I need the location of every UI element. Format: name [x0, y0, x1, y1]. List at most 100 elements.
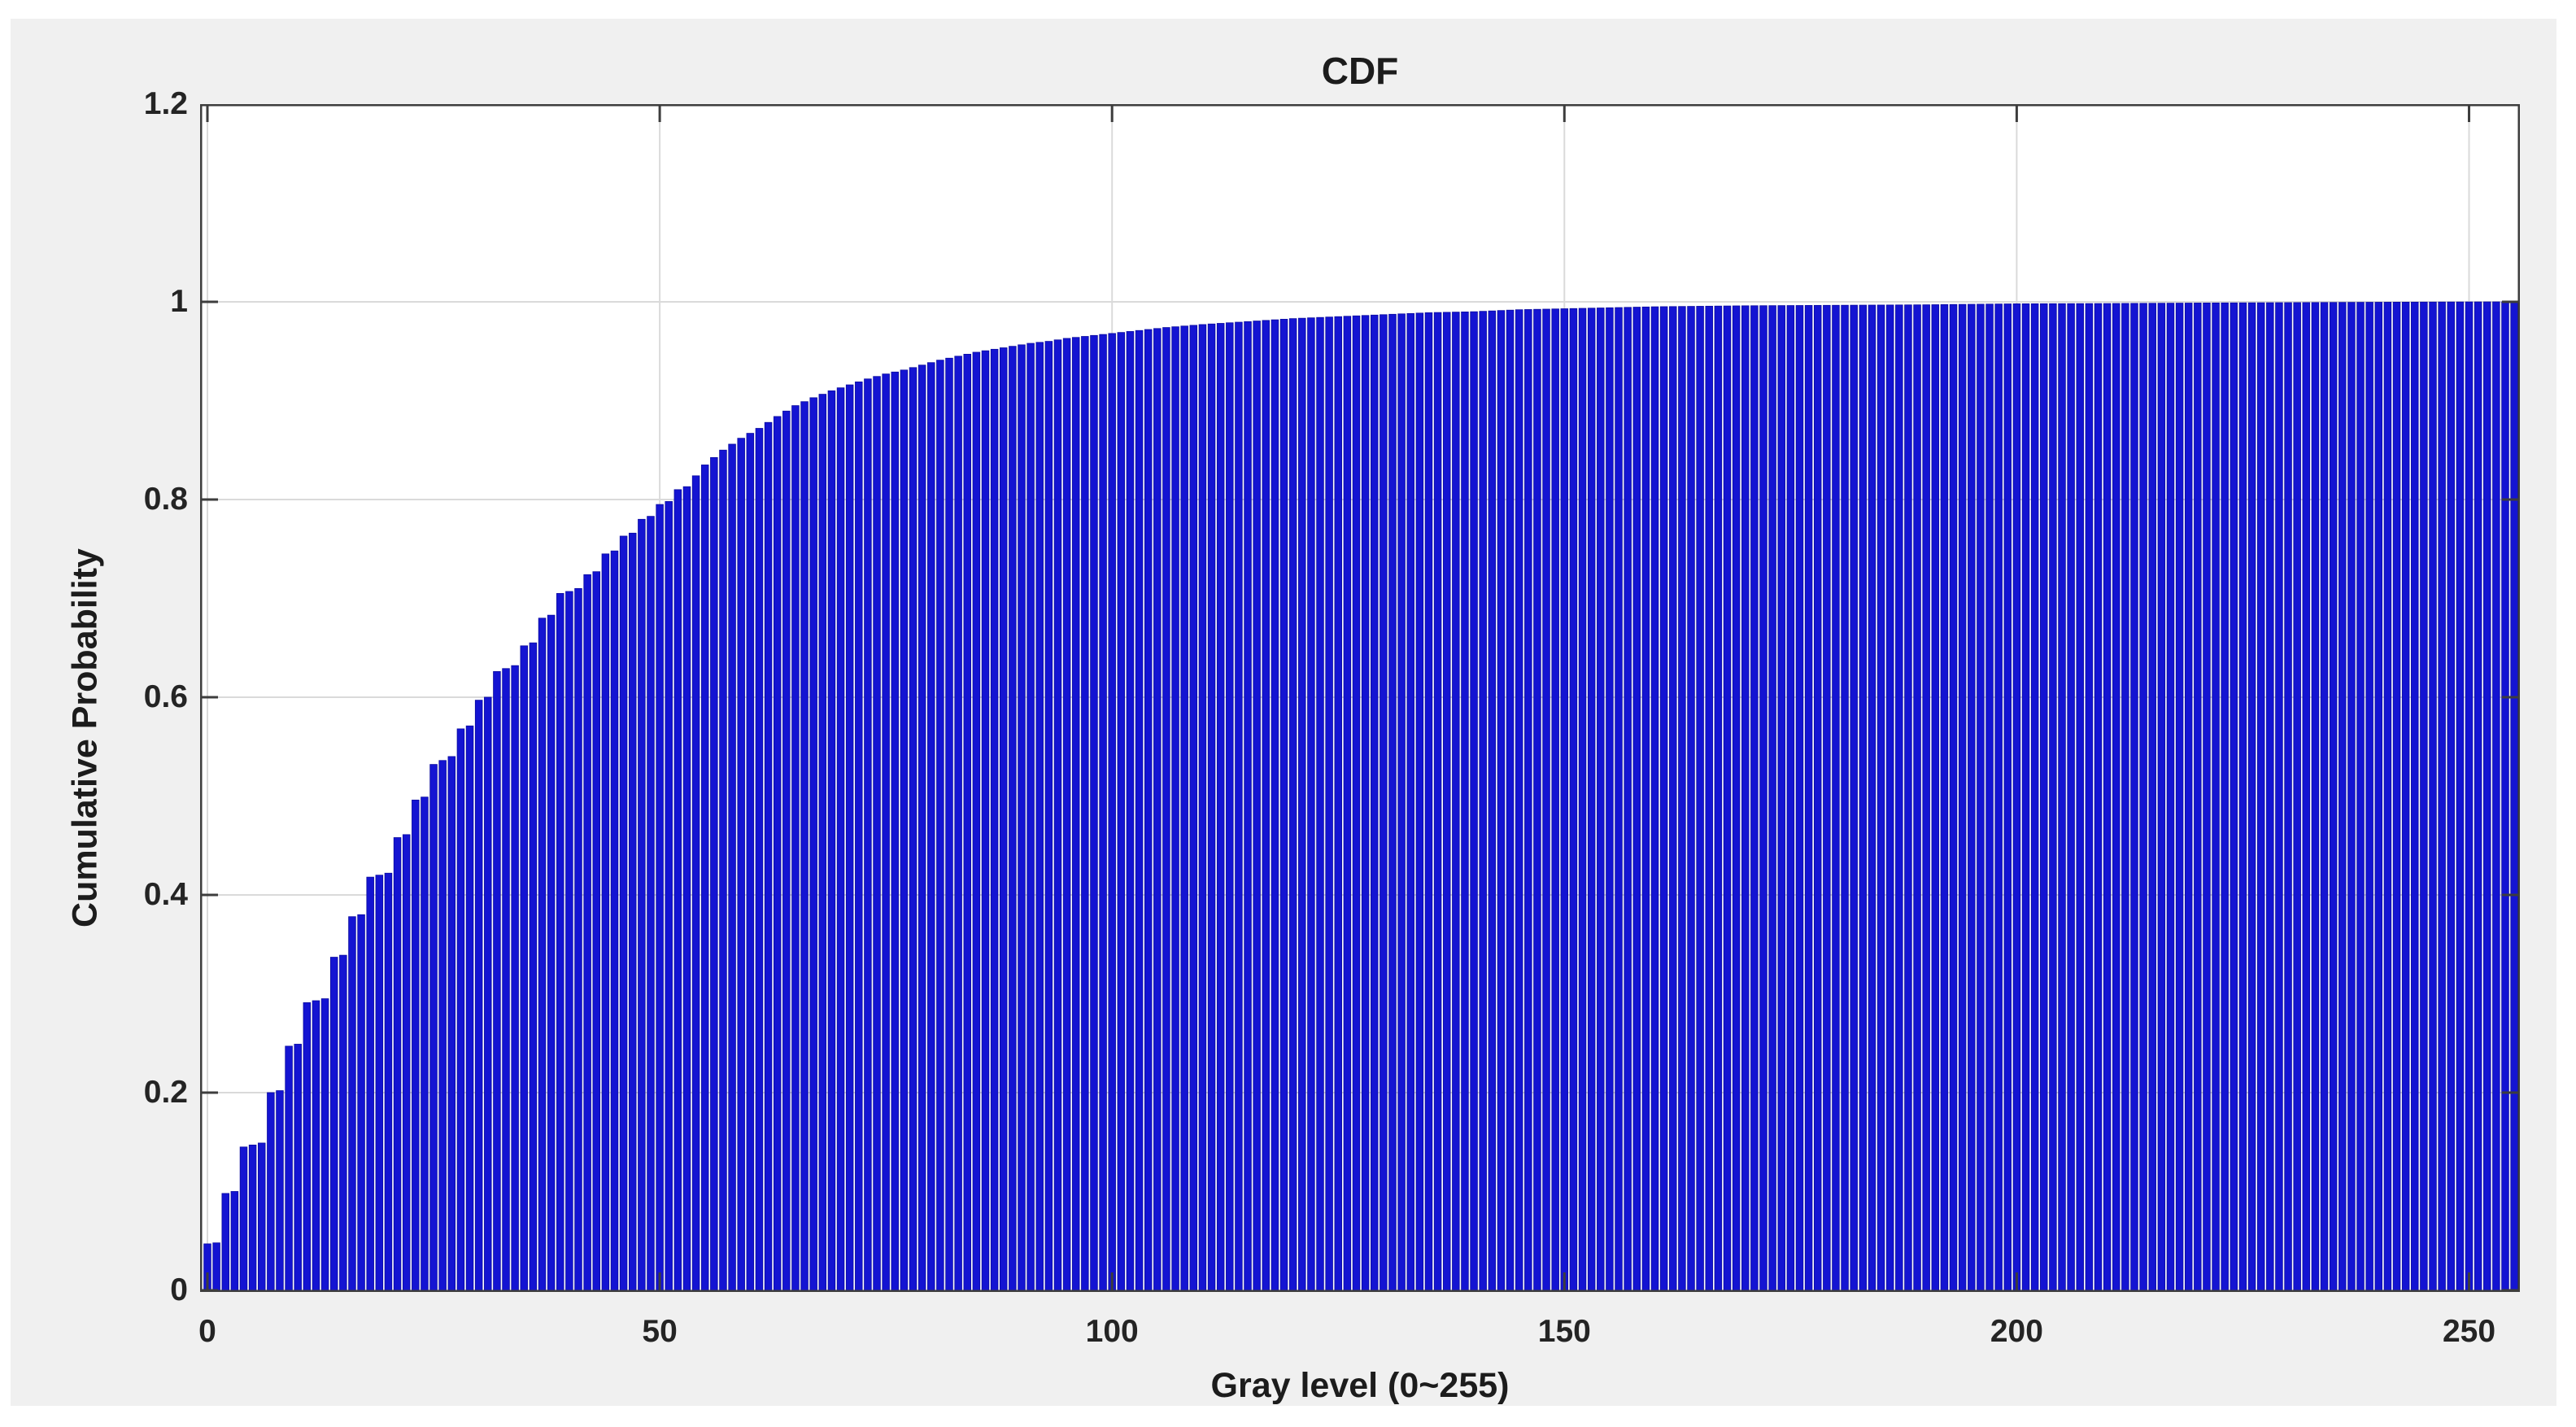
- cdf-bar: [1524, 309, 1532, 1291]
- cdf-bar: [2175, 303, 2184, 1291]
- cdf-bar: [1352, 315, 1361, 1291]
- cdf-bar: [1108, 333, 1116, 1291]
- cdf-bar: [384, 872, 393, 1291]
- cdf-bar: [1262, 320, 1271, 1291]
- cdf-bar: [1850, 304, 1858, 1291]
- cdf-bar: [1515, 309, 1523, 1291]
- cdf-bar: [1533, 308, 1541, 1291]
- cdf-bar: [393, 837, 402, 1291]
- cdf-bar: [2383, 302, 2392, 1291]
- cdf-bar: [809, 397, 817, 1291]
- cdf-bar: [1244, 321, 1252, 1291]
- cdf-bar: [1641, 306, 1650, 1291]
- cdf-bar: [1279, 318, 1288, 1291]
- cdf-bar: [791, 405, 800, 1291]
- cdf-bar: [1144, 329, 1153, 1291]
- cdf-bar: [673, 489, 682, 1291]
- cdf-bar: [656, 504, 664, 1291]
- cdf-bar: [329, 957, 338, 1291]
- cdf-bar: [438, 760, 447, 1291]
- cdf-bar: [873, 376, 881, 1291]
- cdf-bar: [864, 378, 872, 1291]
- cdf-bar: [592, 571, 600, 1291]
- cdf-bar: [1433, 312, 1442, 1291]
- cdf-bar: [601, 553, 610, 1291]
- cdf-bar: [456, 728, 465, 1291]
- cdf-bar: [421, 796, 429, 1291]
- cdf-bar: [1650, 306, 1659, 1291]
- cdf-bar: [764, 421, 773, 1291]
- cdf-bar: [2112, 303, 2121, 1291]
- cdf-bar: [1804, 305, 1813, 1291]
- x-axis-label: Gray level (0~255): [1210, 1366, 1510, 1405]
- cdf-bar: [1841, 304, 1849, 1291]
- cdf-bar: [1371, 314, 1379, 1291]
- cdf-bar: [1044, 341, 1053, 1291]
- cdf-bar: [1126, 331, 1135, 1291]
- cdf-bar: [818, 394, 827, 1291]
- cdf-bar: [1949, 303, 1958, 1291]
- cdf-bar: [773, 416, 782, 1291]
- cdf-bar: [1062, 338, 1071, 1291]
- cdf-bar: [1624, 307, 1632, 1291]
- cdf-bar: [2021, 303, 2030, 1291]
- cdf-bar: [682, 486, 691, 1291]
- cdf-bar: [303, 1002, 312, 1291]
- cdf-bar: [1488, 310, 1497, 1291]
- cdf-bar: [782, 410, 791, 1291]
- cdf-bar: [1922, 304, 1930, 1291]
- cdf-bar: [1162, 327, 1170, 1291]
- y-tick-label: 0.8: [143, 482, 188, 517]
- cdf-bar: [212, 1242, 220, 1291]
- cdf-bar: [1226, 322, 1234, 1291]
- cdf-bar: [1180, 325, 1188, 1291]
- cdf-bar: [1904, 304, 1912, 1291]
- cdf-bar: [2003, 303, 2012, 1291]
- cdf-bar: [1117, 332, 1126, 1291]
- cdf-bar: [1759, 305, 1767, 1291]
- cdf-bar: [963, 353, 971, 1291]
- y-tick-label: 0: [170, 1272, 188, 1307]
- cdf-bar: [647, 516, 655, 1291]
- cdf-bar: [2148, 303, 2156, 1291]
- cdf-bar: [1823, 304, 1831, 1291]
- cdf-bar: [936, 360, 944, 1291]
- cdf-bar: [1615, 307, 1623, 1291]
- cdf-bar: [1026, 343, 1035, 1291]
- cdf-bar: [1542, 308, 1550, 1291]
- cdf-bar: [1497, 310, 1506, 1291]
- cdf-bar: [610, 550, 619, 1291]
- cdf-bar: [1741, 305, 1750, 1291]
- cdf-bar: [2103, 303, 2112, 1291]
- cdf-bar: [511, 665, 519, 1291]
- cdf-bar: [2338, 302, 2347, 1291]
- cdf-bar: [1786, 305, 1795, 1291]
- cdf-bar: [1009, 346, 1017, 1291]
- cdf-bar: [267, 1092, 275, 1291]
- cdf-bar: [800, 401, 809, 1291]
- cdf-bar: [882, 373, 890, 1291]
- cdf-bar: [1135, 329, 1144, 1291]
- cdf-bar: [1985, 303, 1994, 1291]
- cdf-bar: [1479, 311, 1487, 1291]
- y-axis-label-text: Cumulative Probability: [65, 548, 105, 927]
- cdf-bar: [1705, 305, 1713, 1291]
- cdf-bar: [665, 501, 673, 1291]
- cdf-bar: [1885, 304, 1894, 1291]
- cdf-bar: [520, 645, 529, 1291]
- cdf-bar: [2492, 301, 2500, 1291]
- cdf-bar: [1035, 342, 1044, 1291]
- cdf-bar: [2302, 302, 2311, 1291]
- cdf-bar: [2420, 301, 2428, 1291]
- cdf-bar: [2365, 302, 2373, 1291]
- y-tick-label: 1: [170, 284, 188, 319]
- cdf-bar: [565, 591, 573, 1291]
- cdf-bar: [2130, 303, 2138, 1291]
- cdf-bar: [1090, 334, 1098, 1291]
- cdf-bar: [746, 433, 755, 1291]
- cdf-bar: [728, 443, 736, 1291]
- cdf-bar: [2030, 303, 2039, 1291]
- cdf-bar: [484, 696, 492, 1291]
- cdf-bar: [1071, 337, 1080, 1291]
- cdf-bar: [954, 356, 962, 1291]
